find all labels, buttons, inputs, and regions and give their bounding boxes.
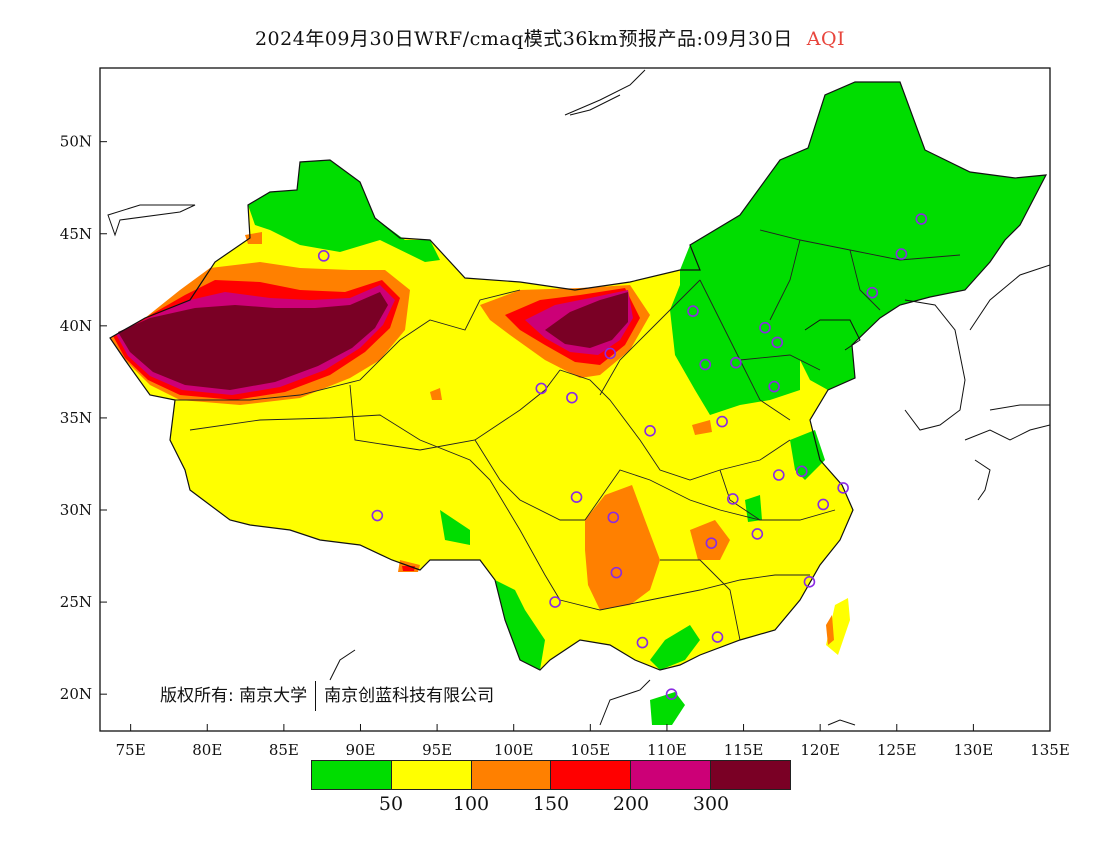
- station-marker: [699, 358, 712, 371]
- legend-label: 50: [378, 793, 404, 815]
- station-marker: [687, 305, 699, 317]
- station-marker: [716, 415, 728, 428]
- aqi-region-maroon-tarim: [118, 292, 388, 390]
- copyright-notice: 版权所有: 南京大学 南京创蓝科技有限公司: [160, 681, 494, 711]
- station-marker: [711, 631, 724, 643]
- y-tick-label: 50N: [60, 133, 92, 151]
- aqi-region-maroon-ordos: [545, 292, 628, 348]
- product-label: AQI: [806, 28, 846, 50]
- station-marker: [837, 482, 849, 494]
- station-marker: [636, 636, 649, 649]
- x-tick-label: 100E: [494, 741, 534, 759]
- x-tick-label: 130E: [954, 741, 994, 759]
- y-tick-label: 25N: [60, 593, 92, 611]
- station-marker: [570, 491, 583, 503]
- station-marker: [705, 537, 718, 549]
- station-marker: [866, 286, 879, 299]
- x-tick-label: 95E: [422, 741, 452, 759]
- x-tick-label: 85E: [269, 741, 299, 759]
- y-tick-label: 20N: [60, 685, 92, 703]
- copyright-separator: [315, 681, 317, 711]
- x-tick-label: 80E: [192, 741, 222, 759]
- map-title-main: 2024年09月30日WRF/cmaq模式36km预报产品:09月30日: [254, 28, 793, 50]
- station-marker: [604, 347, 617, 360]
- x-tick-label: 115E: [724, 741, 764, 759]
- legend-swatch: [551, 761, 632, 789]
- legend-swatch: [471, 761, 552, 789]
- station-marker: [915, 213, 928, 225]
- aqi-region-green-northeast: [670, 82, 1046, 415]
- x-tick-label: 110E: [647, 741, 687, 759]
- y-axis-labels: 20N 25N 30N 35N 40N 45N 50N: [60, 133, 92, 704]
- copyright-org-2: 南京创蓝科技有限公司: [324, 686, 495, 706]
- station-marker: [371, 509, 384, 522]
- station-marker: [610, 566, 623, 579]
- station-marker: [727, 493, 739, 505]
- y-tick-label: 30N: [60, 501, 92, 519]
- y-tick-label: 45N: [60, 225, 92, 243]
- station-marker: [795, 465, 808, 478]
- station-marker: [566, 391, 578, 404]
- station-marker: [895, 248, 908, 260]
- x-tick-label: 90E: [345, 741, 375, 759]
- copyright-prefix: 版权所有:: [160, 686, 234, 706]
- station-marker: [751, 528, 764, 540]
- color-legend: [311, 760, 791, 790]
- city-stations: [317, 213, 928, 700]
- legend-swatch: [312, 761, 392, 789]
- legend-label: 300: [692, 793, 730, 815]
- station-marker: [817, 498, 830, 511]
- station-marker: [771, 336, 784, 349]
- x-tick-label: 135E: [1030, 741, 1070, 759]
- station-marker: [549, 596, 561, 608]
- station-marker: [768, 380, 780, 393]
- x-axis-labels: 75E 80E 85E 90E 95E 100E 105E 110E 115E 120E 125E 1…: [116, 741, 1070, 759]
- station-marker: [644, 425, 656, 437]
- legend-swatch: [391, 761, 472, 789]
- station-marker: [759, 321, 771, 334]
- station-marker: [317, 250, 330, 262]
- map-title: 2024年09月30日WRF/cmaq模式36km预报产品:09月30日 AQI: [0, 24, 1100, 51]
- x-tick-label: 105E: [571, 741, 611, 759]
- station-marker: [803, 576, 816, 588]
- legend-swatch: [631, 761, 712, 789]
- legend-swatch: [711, 761, 790, 789]
- aqi-region-hainan: [650, 692, 685, 725]
- legend-label: 150: [532, 793, 570, 815]
- legend-label: 100: [452, 793, 490, 815]
- axis-ticks: [100, 141, 1051, 731]
- x-tick-label: 75E: [116, 741, 146, 759]
- legend-label: 200: [612, 793, 650, 815]
- aqi-region-green-xinjiang: [248, 160, 440, 262]
- x-tick-label: 120E: [800, 741, 840, 759]
- station-marker: [730, 356, 742, 369]
- station-marker: [772, 469, 785, 481]
- station-marker: [535, 382, 548, 395]
- station-marker: [665, 688, 678, 700]
- y-tick-label: 35N: [60, 409, 92, 427]
- x-tick-label: 125E: [877, 741, 917, 759]
- y-tick-label: 40N: [60, 317, 92, 335]
- station-marker: [607, 511, 620, 524]
- aqi-region-orange-sichuan: [585, 485, 660, 610]
- map-frame: [99, 67, 1051, 732]
- copyright-org-1: 南京大学: [239, 686, 308, 706]
